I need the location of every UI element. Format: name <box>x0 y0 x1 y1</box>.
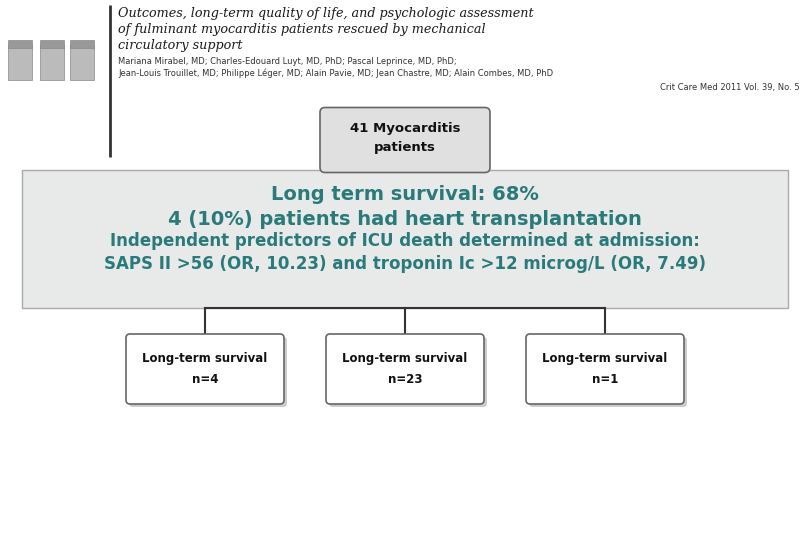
Text: Independent predictors of ICU death determined at admission:: Independent predictors of ICU death dete… <box>110 232 700 250</box>
Text: 4 (10%) patients had heart transplantation: 4 (10%) patients had heart transplantati… <box>168 210 642 229</box>
Text: Long term survival: 68%: Long term survival: 68% <box>271 185 539 204</box>
FancyBboxPatch shape <box>129 337 287 407</box>
FancyBboxPatch shape <box>70 45 94 80</box>
Text: 41 Myocarditis
patients: 41 Myocarditis patients <box>350 122 460 154</box>
Text: Jean-Louis Trouillet, MD; Philippe Léger, MD; Alain Pavie, MD; Jean Chastre, MD;: Jean-Louis Trouillet, MD; Philippe Léger… <box>118 69 553 78</box>
Text: Long-term survival
n=4: Long-term survival n=4 <box>143 352 267 386</box>
FancyBboxPatch shape <box>329 337 487 407</box>
Text: of fulminant myocarditis patients rescued by mechanical: of fulminant myocarditis patients rescue… <box>118 23 486 36</box>
FancyBboxPatch shape <box>126 334 284 404</box>
Text: Outcomes, long-term quality of life, and psychologic assessment: Outcomes, long-term quality of life, and… <box>118 7 534 20</box>
FancyBboxPatch shape <box>0 0 810 165</box>
FancyBboxPatch shape <box>40 40 64 48</box>
FancyBboxPatch shape <box>70 40 94 48</box>
Text: Mariana Mirabel, MD; Charles-Edouard Luyt, MD, PhD; Pascal Leprince, MD, PhD;: Mariana Mirabel, MD; Charles-Edouard Luy… <box>118 57 457 66</box>
FancyBboxPatch shape <box>22 170 788 308</box>
FancyBboxPatch shape <box>529 337 687 407</box>
Text: Crit Care Med 2011 Vol. 39, No. 5: Crit Care Med 2011 Vol. 39, No. 5 <box>660 83 800 92</box>
Text: Long-term survival
n=1: Long-term survival n=1 <box>543 352 667 386</box>
FancyBboxPatch shape <box>8 45 32 80</box>
FancyBboxPatch shape <box>320 107 490 172</box>
Text: circulatory support: circulatory support <box>118 39 242 52</box>
FancyBboxPatch shape <box>326 334 484 404</box>
Text: Long-term survival
n=23: Long-term survival n=23 <box>343 352 467 386</box>
FancyBboxPatch shape <box>40 45 64 80</box>
Text: SAPS II >56 (OR, 10.23) and troponin Ic >12 microg/L (OR, 7.49): SAPS II >56 (OR, 10.23) and troponin Ic … <box>104 255 706 273</box>
FancyBboxPatch shape <box>8 40 32 48</box>
FancyBboxPatch shape <box>526 334 684 404</box>
